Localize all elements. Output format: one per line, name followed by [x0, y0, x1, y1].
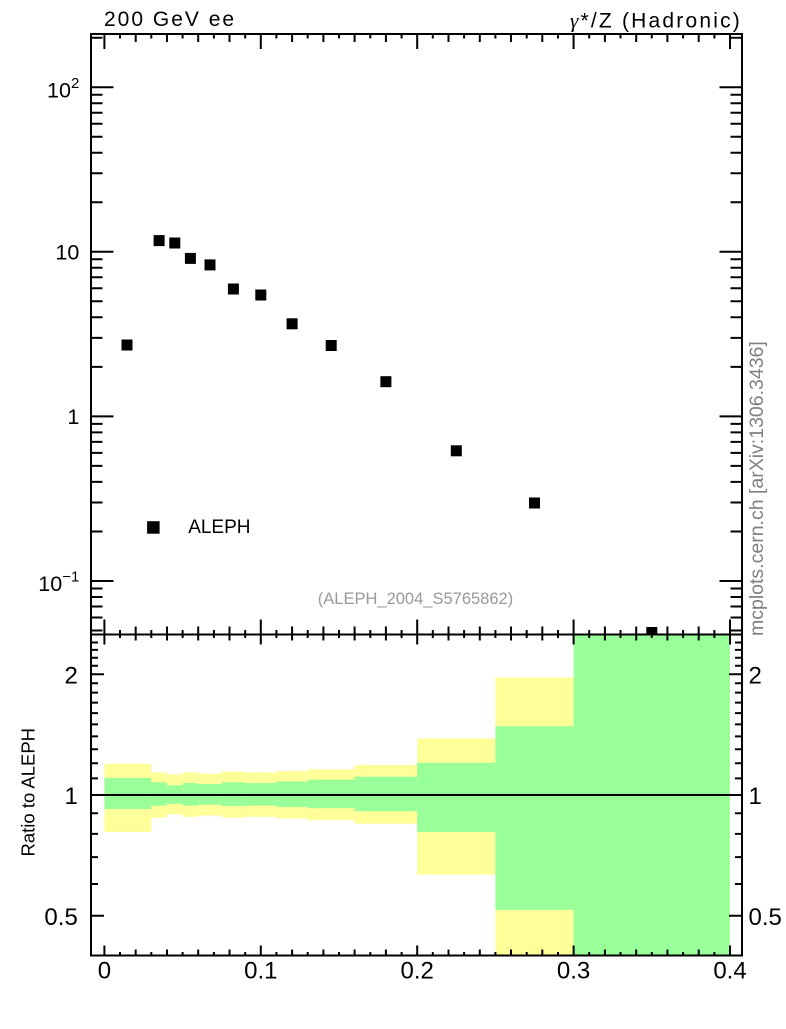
svg-text:mcplots.cern.ch [arXiv:1306.34: mcplots.cern.ch [arXiv:1306.3436]	[746, 341, 768, 636]
svg-text:0: 0	[98, 957, 111, 984]
svg-text:10: 10	[55, 241, 79, 265]
svg-text:1: 1	[749, 783, 762, 810]
svg-text:0.1: 0.1	[244, 957, 277, 984]
svg-text:2: 2	[749, 663, 762, 690]
svg-text:2: 2	[64, 663, 77, 690]
svg-text:0.5: 0.5	[44, 904, 77, 931]
svg-text:(ALEPH_2004_S5765862): (ALEPH_2004_S5765862)	[318, 590, 513, 608]
svg-text:1: 1	[64, 783, 77, 810]
svg-text:0.5: 0.5	[749, 904, 782, 931]
svg-text:200 GeV ee: 200 GeV ee	[104, 8, 236, 31]
svg-text:1: 1	[67, 405, 79, 429]
svg-text:0.4: 0.4	[713, 957, 746, 984]
svg-text:0.2: 0.2	[401, 957, 434, 984]
svg-text:γ*/Z (Hadronic): γ*/Z (Hadronic)	[570, 9, 742, 33]
svg-text:ALEPH: ALEPH	[188, 517, 250, 538]
svg-text:Ratio to ALEPH: Ratio to ALEPH	[18, 728, 39, 857]
svg-text:0.3: 0.3	[557, 957, 590, 984]
